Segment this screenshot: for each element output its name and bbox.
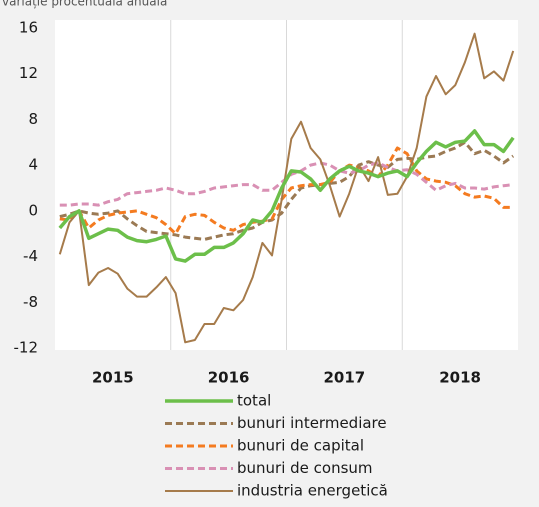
y-tick-label: 16 xyxy=(19,19,38,37)
y-tick-label: -12 xyxy=(14,339,39,357)
x-tick-label: 2015 xyxy=(92,369,134,387)
y-tick-label: 4 xyxy=(28,156,38,174)
y-tick-label: -4 xyxy=(23,247,38,265)
legend-label: bunuri intermediare xyxy=(237,414,387,432)
legend-label: bunuri de consum xyxy=(237,459,373,477)
chart-subtitle: variație procentuală anuală xyxy=(2,0,167,9)
y-tick-label: 8 xyxy=(28,110,38,128)
series-line xyxy=(59,146,514,236)
y-tick-label: 12 xyxy=(19,64,38,82)
x-tick-label: 2017 xyxy=(324,369,366,387)
legend-label: bunuri de capital xyxy=(237,437,364,455)
x-tick-label: 2016 xyxy=(208,369,250,387)
legend-label: total xyxy=(237,392,271,410)
x-tick-label: 2018 xyxy=(439,369,481,387)
series-line xyxy=(59,140,515,241)
series-line xyxy=(58,32,515,344)
y-tick-label: -8 xyxy=(23,293,38,311)
series-line xyxy=(58,129,515,263)
legend-label: industria energetică xyxy=(237,482,388,500)
y-tick-label: 0 xyxy=(28,201,38,219)
